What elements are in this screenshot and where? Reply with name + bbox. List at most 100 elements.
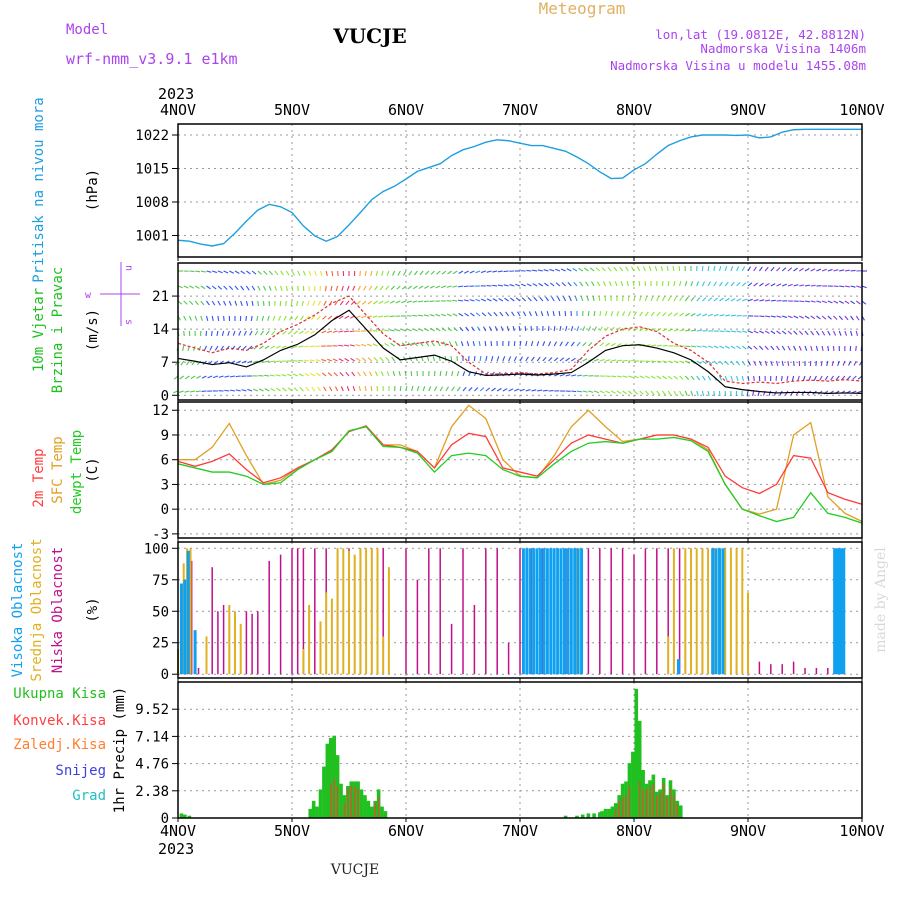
low-cloud-bar xyxy=(462,548,464,675)
wind-arrow xyxy=(469,270,475,274)
wind-arrow xyxy=(274,285,278,291)
high-cloud-bar xyxy=(183,579,187,675)
wind-arrow xyxy=(684,281,688,287)
wind-arrow xyxy=(614,281,618,287)
wind-arrow xyxy=(503,270,509,273)
wind-arrow xyxy=(477,326,481,332)
wind-arrow xyxy=(183,330,185,337)
wind-arrow xyxy=(821,300,828,304)
wind-arrow xyxy=(304,330,310,335)
wind-arrow xyxy=(263,270,268,275)
wind-arrow xyxy=(287,330,293,335)
wind-arrow xyxy=(391,356,396,362)
model-label: Model xyxy=(66,22,108,38)
wind-arrow xyxy=(545,296,549,302)
wind-arrow xyxy=(747,345,753,350)
wind-arrow xyxy=(584,267,589,272)
wind-arrow xyxy=(368,371,373,377)
wind-arrow xyxy=(457,299,464,302)
wind-arrow xyxy=(224,375,230,378)
wind-arrow xyxy=(251,300,254,307)
wind-arrow xyxy=(821,345,824,352)
wind-arrow xyxy=(582,374,588,377)
wind-arrow xyxy=(654,266,658,272)
wind-arrow xyxy=(179,375,185,380)
wind-arrow xyxy=(401,300,407,304)
wind-arrow xyxy=(791,375,795,381)
wind-arrow xyxy=(291,270,295,276)
low-cloud-bar xyxy=(667,548,669,675)
wind-arrow xyxy=(667,390,672,396)
wind-arrow xyxy=(389,300,395,304)
wind-arrow xyxy=(848,360,852,366)
wind-arrow xyxy=(616,375,622,378)
wind-arrow xyxy=(838,330,842,336)
wind-arrow xyxy=(576,341,581,347)
wind-arrow xyxy=(838,300,844,304)
wind-arrow xyxy=(378,329,384,332)
wind-arrow xyxy=(381,270,384,276)
wind-arrow xyxy=(555,282,561,287)
wind-arrow xyxy=(218,375,224,378)
wind-arrow xyxy=(625,266,629,272)
wind-arrow xyxy=(650,296,654,302)
wind-arrow xyxy=(519,388,525,392)
wind-arrow xyxy=(768,390,772,396)
wind-arrow xyxy=(684,390,688,396)
conv-precip-bar xyxy=(347,788,349,818)
wind-arrow xyxy=(696,313,702,317)
wind-arrow xyxy=(816,300,822,303)
conv-precip-bar xyxy=(652,783,655,818)
wind-arrow xyxy=(268,270,273,276)
wind-arrow xyxy=(235,360,241,364)
wind-arrow xyxy=(857,390,863,394)
low-cloud-bar xyxy=(428,548,430,675)
y-tick-label: 9.52 xyxy=(135,702,169,718)
wind-arrow xyxy=(841,375,846,381)
wind-arrow xyxy=(473,355,476,362)
wind-arrow xyxy=(436,270,441,275)
wind-arrow xyxy=(390,342,395,347)
wind-arrow xyxy=(776,283,782,287)
wind-arrow xyxy=(690,329,697,332)
wind-arrow xyxy=(810,330,815,336)
wind-arrow xyxy=(673,360,679,364)
wind-arrow xyxy=(339,300,344,306)
wind-arrow xyxy=(542,341,546,347)
wind-arrow xyxy=(534,311,538,317)
wind-arrow xyxy=(639,390,644,395)
low-cloud-bar xyxy=(644,548,647,675)
wind-arrow xyxy=(536,389,543,392)
wind-arrow xyxy=(339,371,344,377)
wind-arrow xyxy=(186,360,190,366)
mid-cloud-bar xyxy=(672,548,675,675)
wind-arrow xyxy=(770,345,775,351)
low-cloud-bar xyxy=(621,548,624,675)
total-precip-bar xyxy=(359,789,364,818)
wind-arrow xyxy=(276,387,281,392)
wind-arrow xyxy=(178,390,184,393)
y-tick-label: 14 xyxy=(152,322,169,338)
conv-precip-bar xyxy=(649,786,651,818)
wind-arrow xyxy=(216,330,219,337)
low-cloud-bar xyxy=(217,611,219,675)
wind-arrow xyxy=(536,356,541,362)
low-cloud-bar xyxy=(222,604,225,675)
wind-arrow xyxy=(304,345,310,348)
wind-arrow xyxy=(497,270,503,273)
wind-arrow xyxy=(741,390,743,397)
wind-arrow xyxy=(696,329,702,332)
wind-arrow xyxy=(610,311,614,317)
total-precip-bar xyxy=(600,811,604,818)
wind-arrow xyxy=(269,374,276,377)
wind-arrow xyxy=(622,390,628,395)
wind-arrow xyxy=(364,385,367,392)
wind-arrow xyxy=(459,326,464,332)
y-axis-label: 2m Temp xyxy=(31,448,47,507)
compass-w: w xyxy=(85,290,92,301)
wind-arrow xyxy=(424,285,430,289)
total-precip-bar xyxy=(592,813,596,818)
wind-arrow xyxy=(593,390,600,394)
wind-arrow xyxy=(656,375,662,380)
wind-arrow xyxy=(846,375,851,380)
